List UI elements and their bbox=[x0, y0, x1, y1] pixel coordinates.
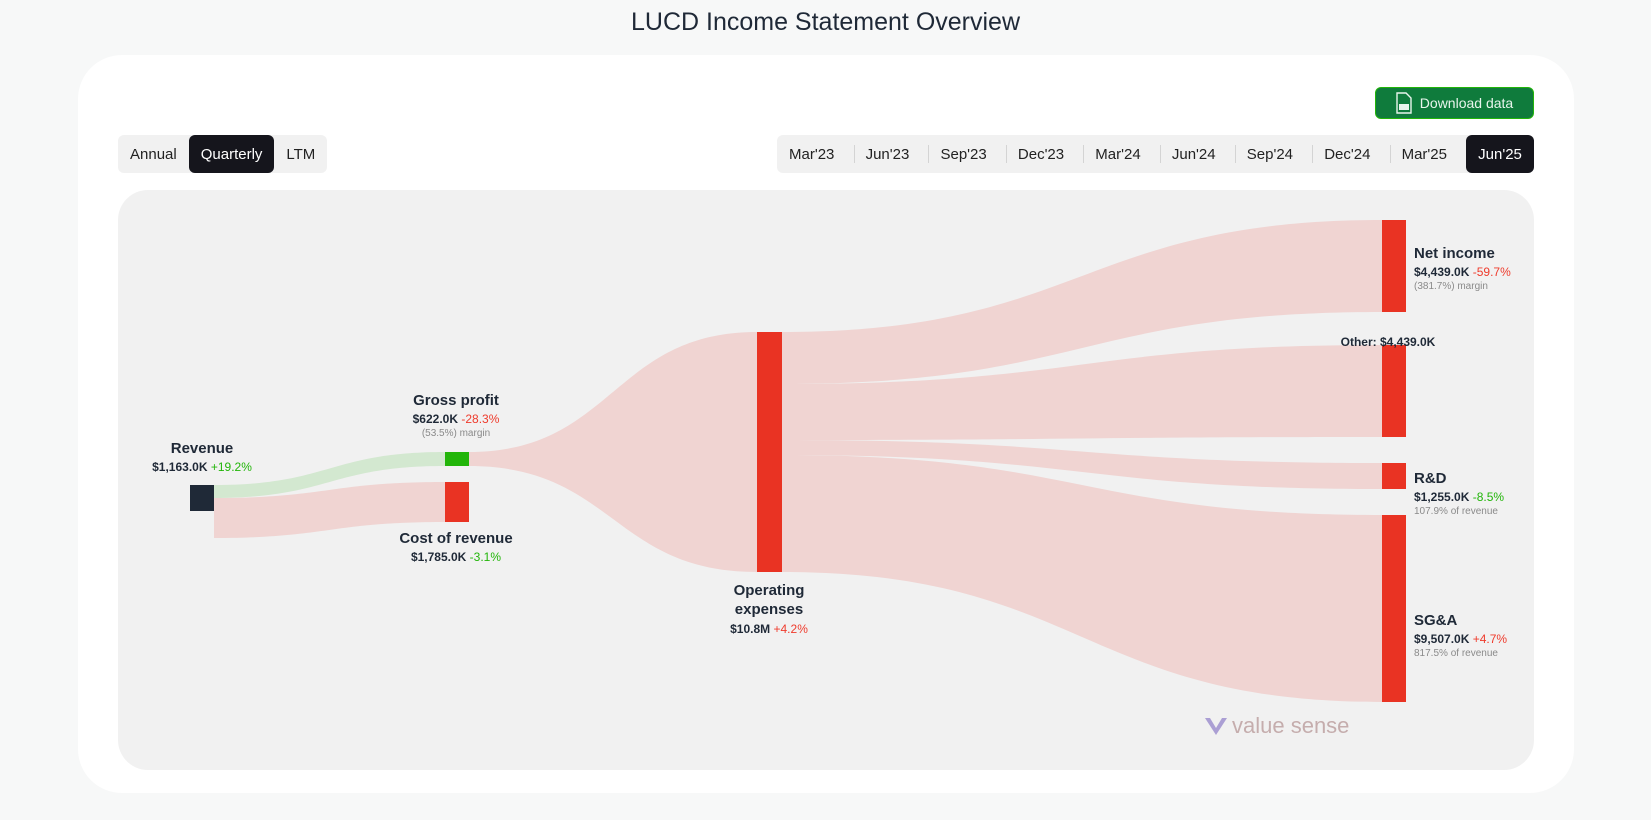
sga-note: 817.5% of revenue bbox=[1414, 648, 1498, 659]
cost-of-revenue-value: $1,785.0K bbox=[410, 550, 467, 564]
page-title: LUCD Income Statement Overview bbox=[630, 8, 1021, 36]
operating-expenses-label: Operating expenses $10.8M +4.2% bbox=[719, 581, 819, 636]
gross-profit-name: Gross profit bbox=[413, 392, 499, 409]
period-dec23[interactable]: Dec'23 bbox=[1005, 135, 1076, 173]
net-income-name: Net income bbox=[1414, 245, 1495, 262]
operating-expenses-name: Operating expenses bbox=[733, 582, 805, 618]
gross-profit-label: Gross profit $622.0K -28.3% (53.5%) marg… bbox=[413, 392, 500, 439]
cost-of-revenue-change: -3.1% bbox=[469, 550, 502, 564]
flow-gross_profit-to-operating_expenses bbox=[469, 332, 757, 572]
tab-ltm[interactable]: LTM bbox=[286, 145, 316, 163]
gross-profit-margin: (53.5%) margin bbox=[421, 428, 491, 439]
revenue-name: Revenue bbox=[170, 440, 234, 457]
rd-name: R&D bbox=[1414, 470, 1447, 487]
watermark: value sense bbox=[1204, 713, 1349, 739]
node-gross-profit bbox=[445, 452, 469, 466]
period-selector: Mar'23 Jun'23 Sep'23 Dec'23 Mar'24 Jun'2… bbox=[777, 135, 1534, 173]
period-sep24[interactable]: Sep'24 bbox=[1234, 135, 1305, 173]
cost-of-revenue-name: Cost of revenue bbox=[399, 530, 513, 547]
sga-change: +4.7% bbox=[1472, 632, 1508, 646]
rd-change: -8.5% bbox=[1472, 490, 1505, 504]
node-other bbox=[1382, 345, 1406, 437]
node-cost-of-revenue bbox=[445, 482, 469, 522]
net-income-change: -59.7% bbox=[1472, 265, 1511, 279]
operating-expenses-change: +4.2% bbox=[773, 622, 808, 636]
sga-value: $9,507.0K bbox=[1414, 632, 1470, 646]
gross-profit-value: $622.0K bbox=[412, 412, 458, 426]
flow-revenue-to-gross_profit bbox=[214, 452, 445, 498]
sga-label: SG&A $9,507.0K +4.7% 817.5% of revenue bbox=[1414, 612, 1507, 659]
period-mar24[interactable]: Mar'24 bbox=[1083, 135, 1152, 173]
other-label: Other: $4,439.0K bbox=[1340, 335, 1436, 349]
rd-label: R&D $1,255.0K -8.5% 107.9% of revenue bbox=[1414, 470, 1504, 517]
revenue-value: $1,163.0K bbox=[152, 460, 208, 474]
revenue-label: Revenue $1,163.0K +19.2% bbox=[152, 440, 252, 474]
revenue-change: +19.2% bbox=[210, 460, 252, 474]
operating-expenses-value: $10.8M bbox=[730, 622, 771, 636]
download-data-button[interactable]: Download data bbox=[1375, 87, 1534, 119]
period-type-selector: Annual Quarterly LTM bbox=[118, 135, 328, 173]
period-jun23[interactable]: Jun'23 bbox=[853, 135, 922, 173]
period-mar25[interactable]: Mar'25 bbox=[1389, 135, 1459, 173]
flow-operating_expenses-to-other bbox=[782, 345, 1382, 440]
flow-operating_expenses-to-net_income bbox=[782, 220, 1382, 384]
flow-revenue-to-cost_of_revenue bbox=[214, 482, 445, 538]
cost-of-revenue-label: Cost of revenue $1,785.0K -3.1% bbox=[399, 530, 512, 564]
download-label: Download data bbox=[1419, 95, 1514, 111]
net-income-value: $4,439.0K bbox=[1414, 265, 1470, 279]
node-rd bbox=[1382, 463, 1406, 489]
period-dec24[interactable]: Dec'24 bbox=[1312, 135, 1382, 173]
flow-operating_expenses-to-sga bbox=[782, 455, 1382, 702]
tab-quarterly[interactable]: Quarterly bbox=[188, 135, 275, 173]
value-sense-logo-icon bbox=[1205, 718, 1227, 735]
xls-file-icon bbox=[1396, 92, 1412, 114]
gross-profit-change: -28.3% bbox=[461, 412, 500, 426]
net-income-margin: (381.7%) margin bbox=[1414, 281, 1488, 292]
tab-annual[interactable]: Annual bbox=[130, 145, 177, 163]
period-jun25[interactable]: Jun'25 bbox=[1466, 135, 1534, 173]
node-revenue bbox=[190, 485, 214, 511]
node-net-income bbox=[1382, 220, 1406, 312]
period-jun24[interactable]: Jun'24 bbox=[1159, 135, 1228, 173]
rd-value: $1,255.0K bbox=[1414, 490, 1470, 504]
sga-name: SG&A bbox=[1414, 612, 1458, 629]
node-sga bbox=[1382, 515, 1406, 702]
rd-note: 107.9% of revenue bbox=[1414, 506, 1498, 517]
period-sep23[interactable]: Sep'23 bbox=[928, 135, 998, 173]
period-mar23[interactable]: Mar'23 bbox=[789, 145, 835, 163]
flow-operating_expenses-to-rd bbox=[782, 440, 1382, 489]
node-operating-expenses bbox=[757, 332, 782, 572]
watermark-text: value sense bbox=[1232, 713, 1350, 738]
net-income-label: Net income $4,439.0K -59.7% (381.7%) mar… bbox=[1414, 245, 1511, 292]
